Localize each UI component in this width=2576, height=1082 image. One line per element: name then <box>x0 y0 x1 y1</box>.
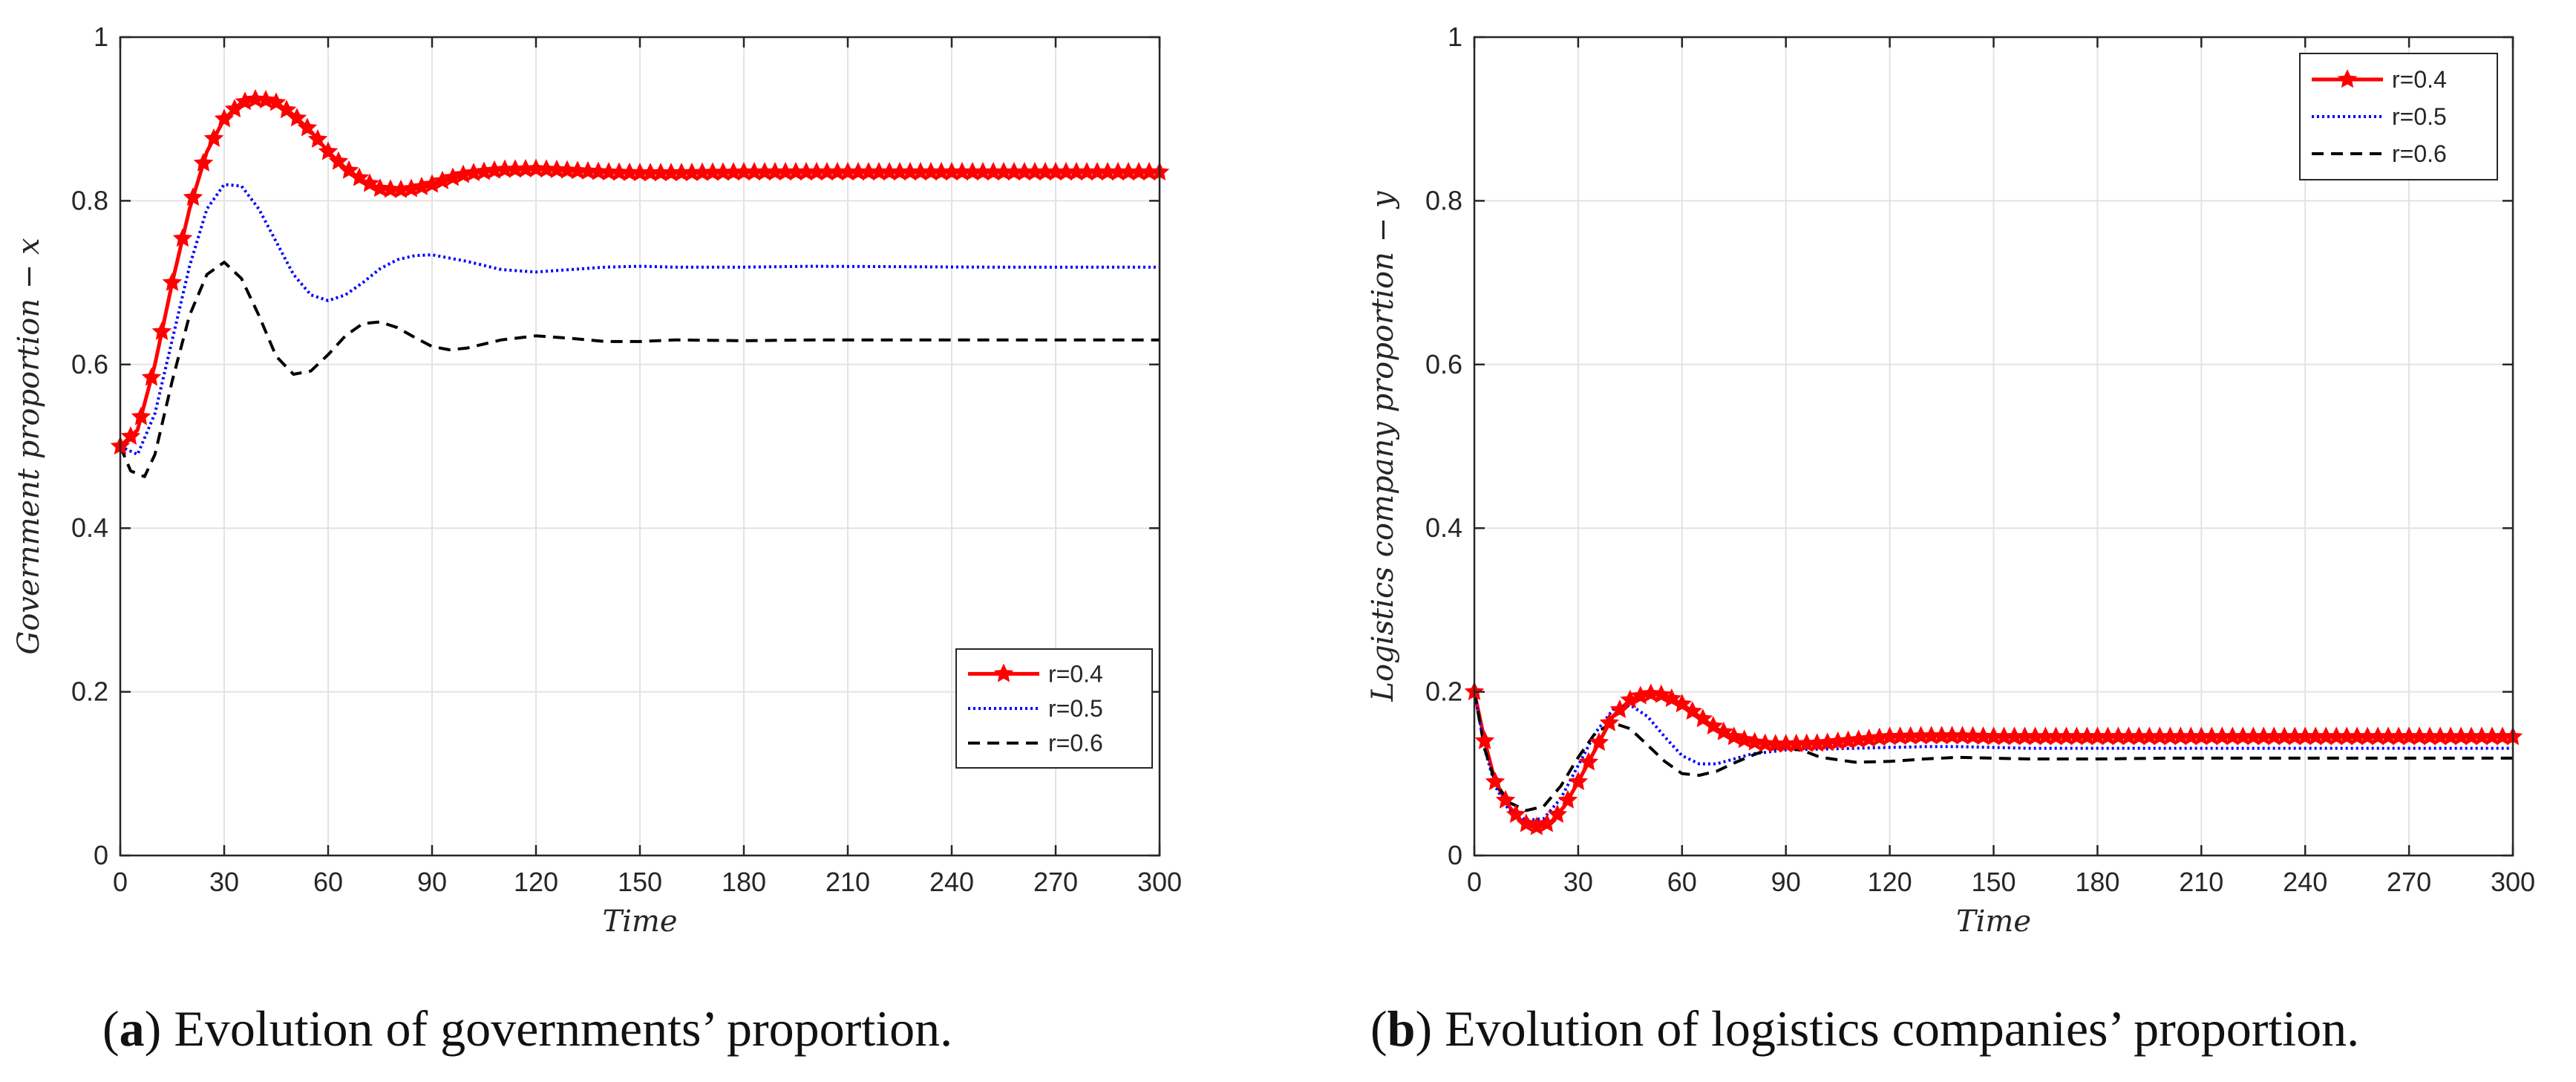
y-tick-label: 0.8 <box>1425 185 1462 215</box>
x-tick-label: 0 <box>113 867 128 897</box>
x-axis-label: Time <box>602 905 677 939</box>
series-line-r=0.5 <box>1473 691 2513 822</box>
x-tick-label: 210 <box>826 867 870 897</box>
x-tick-label: 30 <box>1563 867 1593 897</box>
y-tick-label: 1 <box>1448 22 1462 52</box>
x-tick-label: 240 <box>2283 867 2327 897</box>
x-tick-label: 300 <box>1137 867 1182 897</box>
x-tick-label: 120 <box>1868 867 1912 897</box>
x-tick-label: 150 <box>618 867 662 897</box>
x-axis-label: Time <box>1956 905 2031 939</box>
x-tick-label: 180 <box>722 867 766 897</box>
x-tick-label: 60 <box>313 867 343 897</box>
caption-text: Evolution of governments’ proportion. <box>174 1000 952 1057</box>
caption-open-paren: ( <box>102 1000 120 1057</box>
y-tick-label: 0.4 <box>71 512 108 543</box>
y-axis-label: Logistics company proportion − y <box>1366 190 1400 702</box>
caption-open-paren: ( <box>1370 1000 1387 1057</box>
y-tick-label: 1 <box>94 22 108 52</box>
legend-label-r=0.5: r=0.5 <box>2392 103 2447 130</box>
y-tick-label: 0 <box>1448 840 1462 870</box>
y-tick-label: 0.6 <box>71 349 108 379</box>
x-tick-label: 240 <box>929 867 974 897</box>
y-tick-label: 0.2 <box>71 677 108 707</box>
y-tick-label: 0.4 <box>1425 512 1462 543</box>
x-tick-label: 270 <box>2387 867 2431 897</box>
caption-letter: b <box>1387 1000 1416 1057</box>
caption-close-paren: ) <box>1415 1000 1445 1057</box>
legend-label-r=0.6: r=0.6 <box>2392 140 2447 167</box>
y-tick-label: 0.6 <box>1425 349 1462 379</box>
x-tick-label: 150 <box>1971 867 2016 897</box>
y-axis-label: Government proportion − x <box>12 238 46 654</box>
caption-close-paren: ) <box>145 1000 174 1057</box>
x-tick-label: 60 <box>1667 867 1697 897</box>
series-line-r=0.6 <box>119 261 1160 478</box>
x-tick-label: 90 <box>1771 867 1801 897</box>
x-tick-label: 120 <box>514 867 558 897</box>
legend-label-r=0.5: r=0.5 <box>1048 695 1103 722</box>
x-tick-label: 300 <box>2491 867 2535 897</box>
x-tick-label: 180 <box>2075 867 2119 897</box>
figure-caption: (b) Evolution of logistics companies’ pr… <box>1370 1000 2359 1057</box>
series-line-r=0.6 <box>1473 691 2513 812</box>
caption-text: Evolution of logistics companies’ propor… <box>1445 1000 2359 1057</box>
legend-label-r=0.6: r=0.6 <box>1048 730 1103 757</box>
x-tick-label: 270 <box>1033 867 1078 897</box>
caption-letter: a <box>120 1000 145 1057</box>
x-tick-label: 30 <box>209 867 239 897</box>
legend: r=0.4 r=0.5 r=0.6 <box>955 648 1153 769</box>
legend-label-r=0.4: r=0.4 <box>1048 660 1103 687</box>
panel-b: 0 30 60 90 120 150 180 210 240 270 300 0 0.2 0.4 0.6 0.… <box>1366 22 2535 1057</box>
x-tick-label: 210 <box>2179 867 2223 897</box>
y-tick-label: 0 <box>94 840 108 870</box>
legend: r=0.4 r=0.5 r=0.6 <box>2299 53 2498 180</box>
figure-caption: (a) Evolution of governments’ proportion… <box>102 1000 952 1057</box>
x-tick-label: 90 <box>417 867 447 897</box>
panel-a: 0 30 60 90 120 150 180 210 240 270 300 0 0.2 0.4 0.6 0.… <box>12 22 1182 1057</box>
y-tick-label: 0.8 <box>71 185 108 215</box>
legend-label-r=0.4: r=0.4 <box>2392 66 2447 93</box>
y-tick-label: 0.2 <box>1425 677 1462 707</box>
x-tick-label: 0 <box>1467 867 1482 897</box>
series-line-r=0.5 <box>120 183 1160 456</box>
